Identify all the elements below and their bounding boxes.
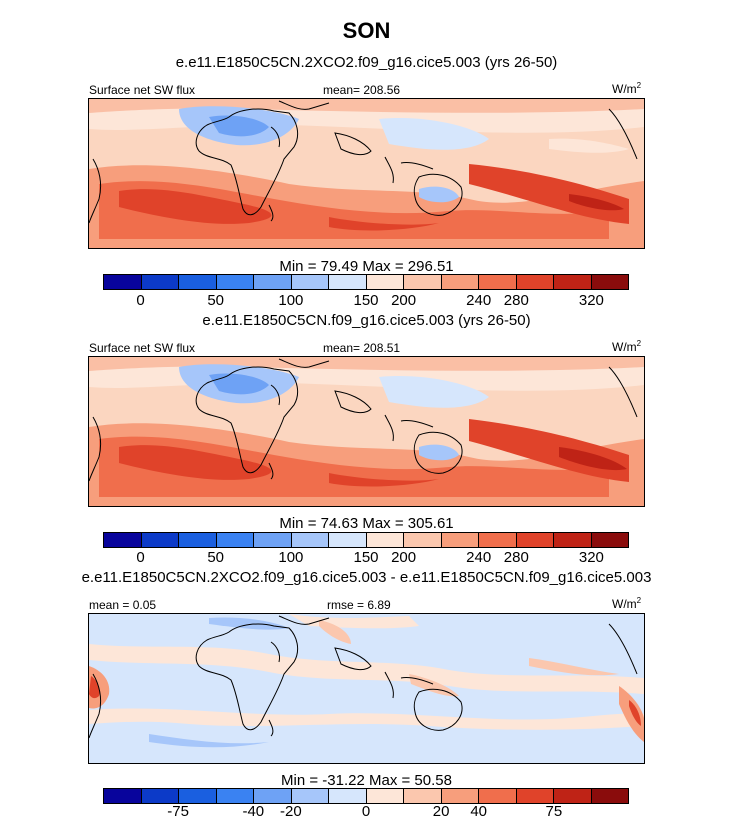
panel-1-case-title: e.e11.E1850C5CN.2XCO2.f09_g16.cice5.003 … — [175, 54, 558, 71]
colorbar-swatch — [291, 533, 329, 547]
colorbar-tick-label: 280 — [503, 292, 529, 309]
colorbar-swatch — [141, 789, 179, 803]
panel-3-case-title: e.e11.E1850C5CN.2XCO2.f09_g16.cice5.003 … — [81, 569, 652, 586]
colorbar-tick-label: 320 — [578, 549, 604, 566]
colorbar-swatch — [254, 533, 292, 547]
colorbar-swatch — [516, 275, 554, 289]
colorbar-swatch — [516, 789, 554, 803]
colorbar-swatch — [179, 275, 217, 289]
panel-2-map — [88, 356, 645, 507]
colorbar-swatch — [554, 533, 592, 547]
colorbar-tick-label: -40 — [242, 803, 265, 820]
colorbar-swatch — [554, 789, 592, 803]
panel-3-units-label: W/m2 — [612, 596, 642, 611]
panel-3-map — [88, 613, 645, 764]
panel-3-mean-label: mean = 0.05 — [89, 598, 157, 612]
colorbar-swatch — [479, 789, 517, 803]
panel-1-map — [88, 98, 645, 249]
panel-1-colorbar-ticks: 0 50 100 150 200 240 280 320 — [103, 292, 629, 312]
colorbar-swatch — [404, 789, 442, 803]
colorbar-tick-label: 0 — [136, 549, 145, 566]
colorbar-tick-label: 150 — [353, 292, 379, 309]
colorbar-swatch — [216, 275, 254, 289]
panel-2-colorbar — [103, 532, 629, 548]
colorbar-swatch — [104, 789, 142, 803]
colorbar-swatch — [291, 789, 329, 803]
colorbar-swatch — [591, 533, 628, 547]
colorbar-tick-label: -75 — [167, 803, 189, 820]
colorbar-swatch — [329, 533, 367, 547]
panel-2-variable-label: Surface net SW flux — [89, 341, 196, 355]
colorbar-swatch — [216, 533, 254, 547]
colorbar-tick-label: 100 — [278, 549, 304, 566]
colorbar-swatch — [216, 789, 254, 803]
panel-3-min-max: Min = -31.22 Max = 50.58 — [281, 772, 452, 789]
panel-2-min-max: Min = 74.63 Max = 305.61 — [279, 515, 454, 532]
colorbar-swatch — [254, 789, 292, 803]
colorbar-swatch — [516, 533, 554, 547]
colorbar-tick-label: 50 — [207, 292, 225, 309]
colorbar-swatch — [441, 275, 479, 289]
colorbar-tick-label: 20 — [432, 803, 450, 820]
colorbar-swatch — [591, 275, 628, 289]
colorbar-swatch — [554, 275, 592, 289]
colorbar-swatch — [404, 533, 442, 547]
panel-3-colorbar-ticks: -75 -40 -20 0 20 40 75 — [103, 803, 629, 823]
colorbar-tick-label: 40 — [470, 803, 488, 820]
colorbar-swatch — [254, 275, 292, 289]
colorbar-tick-label: 320 — [578, 292, 604, 309]
colorbar-swatch — [329, 275, 367, 289]
colorbar-swatch — [329, 789, 367, 803]
panel-3-colorbar — [103, 788, 629, 804]
colorbar-swatch — [441, 789, 479, 803]
colorbar-tick-label: 100 — [278, 292, 304, 309]
panel-1-variable-label: Surface net SW flux — [89, 83, 196, 97]
colorbar-tick-label: 280 — [503, 549, 529, 566]
colorbar-swatch — [104, 275, 142, 289]
colorbar-tick-label: 75 — [545, 803, 563, 820]
panel-2-colorbar-ticks: 0 50 100 150 200 240 280 320 — [103, 549, 629, 569]
colorbar-tick-label: 0 — [136, 292, 145, 309]
colorbar-swatch — [179, 533, 217, 547]
panel-1-units-label: W/m2 — [612, 81, 642, 96]
colorbar-swatch — [291, 275, 329, 289]
colorbar-tick-label: 240 — [466, 549, 492, 566]
panel-2-mean-label: mean= 208.51 — [323, 341, 401, 355]
panel-1-colorbar — [103, 274, 629, 290]
panel-1-mean-label: mean= 208.56 — [323, 83, 401, 97]
panel-2-case-title: e.e11.E1850C5CN.f09_g16.cice5.003 (yrs 2… — [202, 312, 531, 329]
colorbar-swatch — [479, 533, 517, 547]
colorbar-tick-label: 200 — [391, 549, 417, 566]
colorbar-swatch — [179, 789, 217, 803]
colorbar-swatch — [479, 275, 517, 289]
colorbar-swatch — [366, 275, 404, 289]
panel-3-rmse-label: rmse = 6.89 — [327, 598, 391, 612]
colorbar-swatch — [104, 533, 142, 547]
panel-1-min-max: Min = 79.49 Max = 296.51 — [279, 258, 454, 275]
colorbar-swatch — [591, 789, 628, 803]
colorbar-tick-label: 200 — [391, 292, 417, 309]
colorbar-tick-label: 0 — [361, 803, 371, 820]
main-title: SON — [342, 18, 391, 43]
colorbar-tick-label: -20 — [280, 803, 302, 820]
colorbar-tick-label: 150 — [353, 549, 379, 566]
colorbar-tick-label: 50 — [207, 549, 225, 566]
colorbar-swatch — [404, 275, 442, 289]
colorbar-swatch — [141, 533, 179, 547]
colorbar-swatch — [366, 533, 404, 547]
colorbar-swatch — [441, 533, 479, 547]
colorbar-tick-label: 240 — [466, 292, 492, 309]
colorbar-swatch — [366, 789, 404, 803]
colorbar-swatch — [141, 275, 179, 289]
panel-2-units-label: W/m2 — [612, 339, 642, 354]
